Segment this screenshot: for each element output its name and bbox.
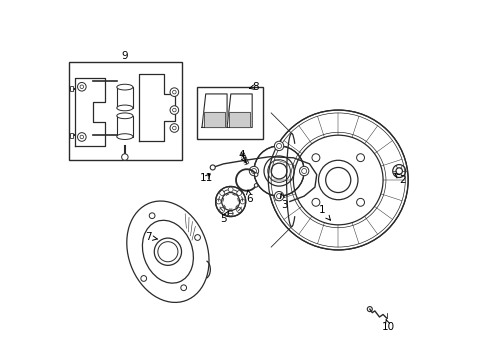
Bar [117, 87, 133, 108]
Text: 1: 1 [319, 206, 330, 220]
Circle shape [254, 173, 258, 176]
Text: 3: 3 [280, 194, 288, 210]
Ellipse shape [127, 201, 209, 302]
Text: 9: 9 [122, 51, 128, 61]
Circle shape [299, 166, 309, 176]
Circle shape [249, 166, 259, 176]
Text: 7: 7 [146, 232, 158, 242]
Text: 10: 10 [382, 319, 395, 332]
Circle shape [210, 165, 215, 170]
Circle shape [77, 133, 86, 141]
Polygon shape [74, 78, 105, 146]
Circle shape [181, 285, 187, 291]
Text: 5: 5 [220, 211, 228, 224]
Circle shape [254, 184, 258, 187]
Bar [71, 133, 73, 138]
Ellipse shape [117, 113, 133, 119]
Text: 6: 6 [246, 190, 253, 204]
Bar [117, 116, 133, 136]
Circle shape [77, 82, 86, 91]
Bar [69, 62, 182, 160]
Circle shape [269, 110, 408, 250]
Circle shape [274, 192, 284, 201]
Text: 2: 2 [394, 173, 406, 185]
Circle shape [254, 146, 304, 196]
Text: 4: 4 [238, 150, 246, 163]
Circle shape [195, 235, 200, 240]
Circle shape [216, 186, 245, 217]
Text: 8: 8 [249, 82, 259, 92]
Ellipse shape [143, 220, 194, 283]
Polygon shape [139, 74, 175, 140]
Circle shape [122, 154, 128, 160]
Ellipse shape [117, 105, 133, 111]
Bar [196, 87, 263, 139]
Circle shape [154, 238, 181, 265]
Circle shape [170, 106, 179, 114]
Polygon shape [229, 112, 250, 127]
Ellipse shape [117, 84, 133, 90]
Bar [71, 86, 73, 91]
Text: 11: 11 [199, 173, 213, 183]
Circle shape [141, 276, 147, 281]
Ellipse shape [117, 134, 133, 139]
Circle shape [149, 213, 155, 219]
Circle shape [274, 141, 284, 150]
Polygon shape [204, 112, 225, 127]
Polygon shape [202, 94, 227, 127]
Polygon shape [227, 94, 252, 127]
Circle shape [170, 124, 179, 132]
Circle shape [170, 88, 179, 96]
